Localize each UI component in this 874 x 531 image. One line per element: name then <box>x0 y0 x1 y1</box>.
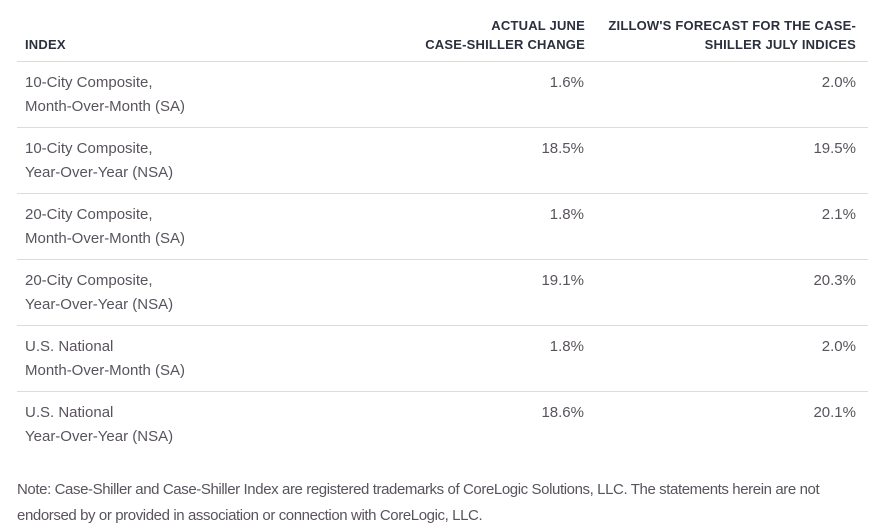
col-header-actual-line1: ACTUAL JUNE <box>491 18 585 33</box>
table-row: 20-City Composite, Month-Over-Month (SA)… <box>17 194 868 260</box>
index-line2: Month-Over-Month (SA) <box>25 230 186 247</box>
table-row: U.S. National Year-Over-Year (NSA) 18.6%… <box>17 392 868 458</box>
col-header-forecast-line1: ZILLOW'S FORECAST FOR THE CASE- <box>608 18 856 33</box>
forecast-value: 2.0% <box>821 338 856 355</box>
actual-value: 19.1% <box>541 272 584 289</box>
index-line2: Year-Over-Year (NSA) <box>25 164 174 181</box>
trademark-note-line2: endorsed by or provided in association o… <box>17 507 483 524</box>
index-line2: Month-Over-Month (SA) <box>25 98 186 115</box>
trademark-note: Note: Case-Shiller and Case-Shiller Inde… <box>17 477 868 529</box>
actual-value: 1.6% <box>549 74 584 91</box>
index-line2: Month-Over-Month (SA) <box>25 362 186 379</box>
forecast-value: 2.0% <box>821 74 856 91</box>
index-cell: 10-City Composite, Month-Over-Month (SA) <box>17 62 417 128</box>
index-line2: Year-Over-Year (NSA) <box>25 296 174 313</box>
table-row: U.S. National Month-Over-Month (SA) 1.8%… <box>17 326 868 392</box>
forecast-value: 2.1% <box>821 206 856 223</box>
col-header-zillow-forecast: ZILLOW'S FORECAST FOR THE CASE- SHILLER … <box>585 0 868 62</box>
index-cell: U.S. National Month-Over-Month (SA) <box>17 326 417 392</box>
index-line1: U.S. National <box>25 404 114 421</box>
index-cell: U.S. National Year-Over-Year (NSA) <box>17 392 417 458</box>
col-header-forecast-line2: SHILLER JULY INDICES <box>704 37 856 52</box>
index-cell: 20-City Composite, Month-Over-Month (SA) <box>17 194 417 260</box>
index-line1: 10-City Composite, <box>25 74 153 91</box>
index-cell: 20-City Composite, Year-Over-Year (NSA) <box>17 260 417 326</box>
index-line2: Year-Over-Year (NSA) <box>25 428 174 445</box>
index-line1: U.S. National <box>25 338 114 355</box>
index-line1: 10-City Composite, <box>25 140 153 157</box>
forecast-value: 19.5% <box>813 140 856 157</box>
col-header-actual-june: ACTUAL JUNE CASE-SHILLER CHANGE <box>417 0 585 62</box>
actual-value: 18.5% <box>541 140 584 157</box>
table-row: 10-City Composite, Year-Over-Year (NSA) … <box>17 128 868 194</box>
col-header-index-label: INDEX <box>25 37 66 52</box>
actual-value: 1.8% <box>549 206 584 223</box>
index-line1: 20-City Composite, <box>25 206 153 223</box>
index-line1: 20-City Composite, <box>25 272 153 289</box>
case-shiller-forecast-table: INDEX ACTUAL JUNE CASE-SHILLER CHANGE ZI… <box>17 0 868 457</box>
actual-value: 18.6% <box>541 404 584 421</box>
header-row: INDEX ACTUAL JUNE CASE-SHILLER CHANGE ZI… <box>17 0 868 62</box>
trademark-note-line1: Note: Case-Shiller and Case-Shiller Inde… <box>17 481 820 498</box>
table-row: 20-City Composite, Year-Over-Year (NSA) … <box>17 260 868 326</box>
table-row: 10-City Composite, Month-Over-Month (SA)… <box>17 62 868 128</box>
forecast-value: 20.3% <box>813 272 856 289</box>
col-header-index: INDEX <box>17 0 417 62</box>
col-header-actual-line2: CASE-SHILLER CHANGE <box>425 37 585 52</box>
index-cell: 10-City Composite, Year-Over-Year (NSA) <box>17 128 417 194</box>
forecast-value: 20.1% <box>813 404 856 421</box>
actual-value: 1.8% <box>549 338 584 355</box>
